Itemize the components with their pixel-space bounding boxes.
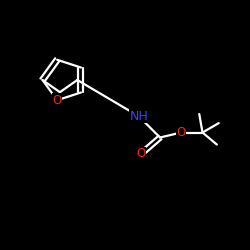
Text: O: O — [176, 126, 186, 139]
Text: NH: NH — [130, 110, 148, 123]
Text: O: O — [52, 94, 62, 107]
Text: O: O — [137, 147, 146, 160]
